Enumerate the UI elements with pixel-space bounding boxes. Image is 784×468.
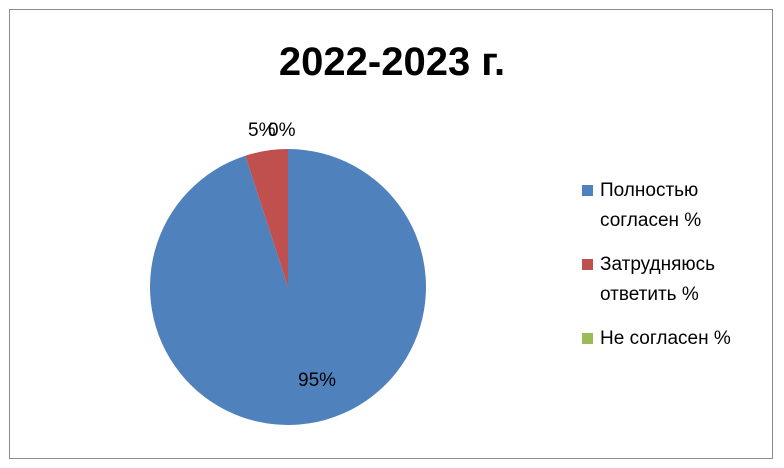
chart-title: 2022-2023 г. [278,40,506,84]
legend-label: Полностью согласен % [600,180,702,231]
legend-label: Затрудняюсь ответить % [600,254,716,305]
legend-item-polnostyu-soglasen: Полностью согласен % [582,176,772,236]
data-label-zatrudnyayus-otvetit: 5% [248,120,276,141]
legend-item-zatrudnyayus-otvetit: Затрудняюсь ответить % [582,250,772,310]
legend-label: Не согласен % [600,328,731,349]
data-label-ne-soglasen: 0% [268,120,296,141]
pie-slice-polnostyu-soglasen [149,149,426,425]
legend-swatch-green [582,333,593,344]
data-label-polnostyu-soglasen: 95% [298,370,336,391]
legend-item-ne-soglasen: Не согласен % [582,324,772,354]
legend-swatch-red [582,259,593,270]
pie-slice-zatrudnyayus-otvetit [245,149,288,287]
chart-legend: Полностью согласен % Затрудняюсь ответит… [582,176,772,354]
legend-swatch-blue [582,185,593,196]
